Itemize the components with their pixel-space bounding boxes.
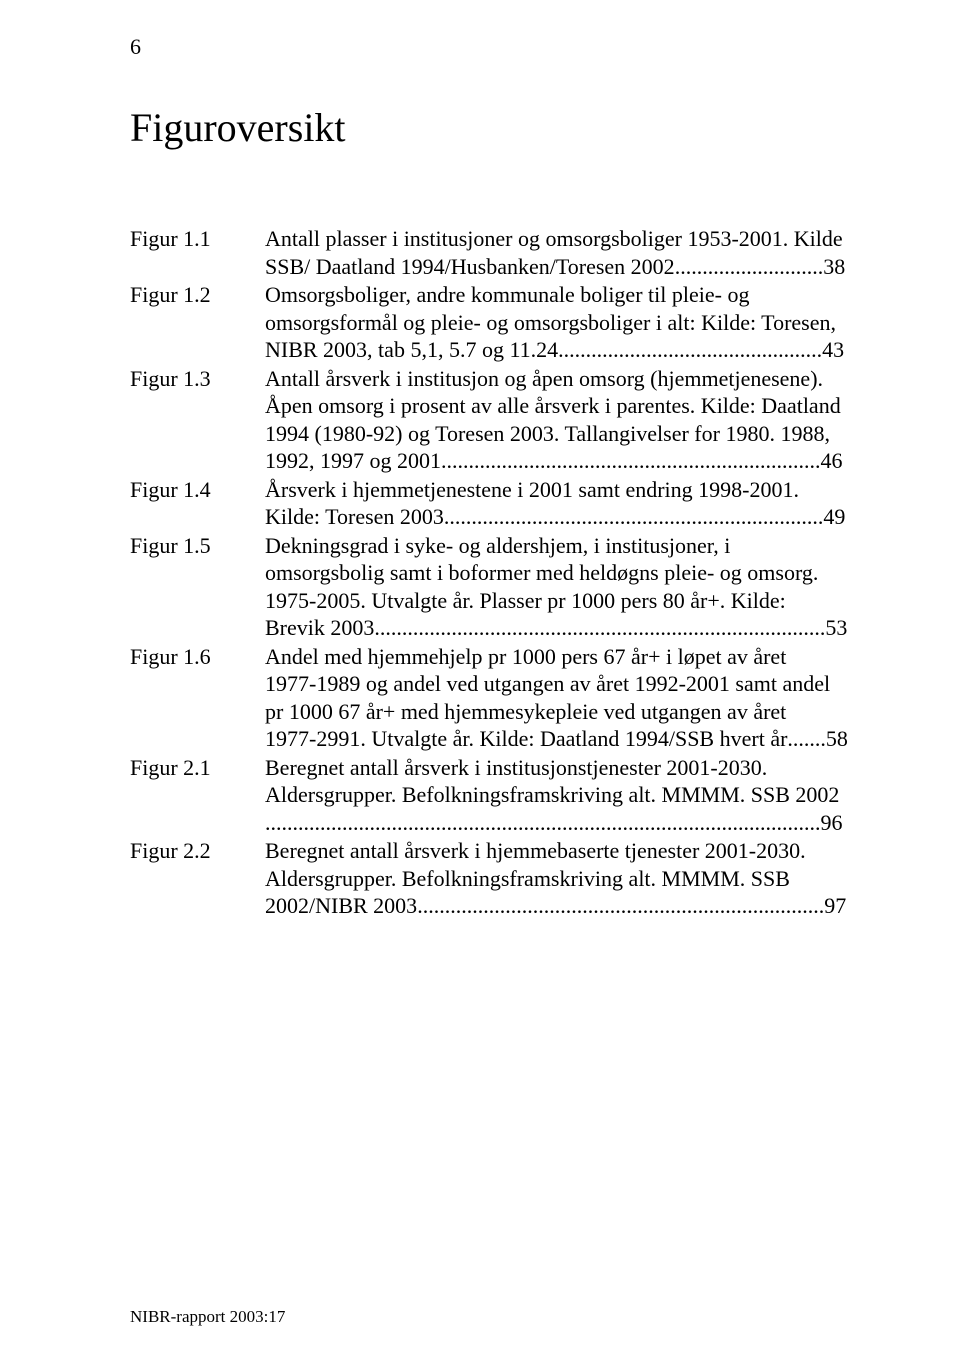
footer-text: NIBR-rapport 2003:17 [130, 1307, 285, 1327]
figure-label: Figur 2.1 [130, 754, 265, 782]
figure-label: Figur 1.3 [130, 365, 265, 393]
figure-body: Årsverk i hjemmetjenestene i 2001 samt e… [265, 476, 850, 531]
figure-label: Figur 1.5 [130, 532, 265, 560]
figure-desc-line: Antall årsverk i institusjon og åpen oms… [265, 366, 823, 391]
figure-desc-line: omsorgsformål og pleie- og omsorgsbolige… [265, 310, 836, 335]
figure-page: 96 [821, 810, 843, 835]
figure-body: Beregnet antall årsverk i institusjonstj… [265, 754, 850, 837]
figure-desc-last: SSB/ Daatland 1994/Husbanken/Toresen 200… [265, 254, 675, 279]
figure-label: Figur 2.2 [130, 837, 265, 865]
figure-page: 43 [822, 337, 844, 362]
figure-entry: Figur 1.4Årsverk i hjemmetjenestene i 20… [130, 476, 850, 531]
figure-entry: Figur 1.5Dekningsgrad i syke- og aldersh… [130, 532, 850, 642]
dot-leader: ........................... [675, 253, 824, 281]
figure-desc-last: 2002/NIBR 2003 [265, 893, 417, 918]
figure-desc-last: Brevik 2003 [265, 615, 374, 640]
figure-desc-line: 1975-2005. Utvalgte år. Plasser pr 1000 … [265, 588, 786, 613]
figure-entry: Figur 1.6Andel med hjemmehjelp pr 1000 p… [130, 643, 850, 753]
figure-list: Figur 1.1Antall plasser i institusjoner … [130, 225, 850, 920]
figure-body: Omsorgsboliger, andre kommunale boliger … [265, 281, 850, 364]
figure-entry: Figur 2.2Beregnet antall årsverk i hjemm… [130, 837, 850, 920]
figure-desc-line: omsorgsbolig samt i boformer med heldøgn… [265, 560, 818, 585]
figure-page: 58 [826, 726, 848, 751]
figure-entry: Figur 2.1Beregnet antall årsverk i insti… [130, 754, 850, 837]
dot-leader: ........................................… [558, 336, 822, 364]
figure-desc-line: Dekningsgrad i syke- og aldershjem, i in… [265, 533, 730, 558]
figure-page: 97 [824, 893, 846, 918]
figure-page: 46 [821, 448, 843, 473]
figure-page: 53 [825, 615, 847, 640]
figure-desc-last: Kilde: Toresen 2003 [265, 504, 444, 529]
figure-entry: Figur 1.2Omsorgsboliger, andre kommunale… [130, 281, 850, 364]
figure-desc-line: Andel med hjemmehjelp pr 1000 pers 67 år… [265, 644, 786, 669]
dot-leader: ........................................… [417, 892, 824, 920]
figure-desc-line: Åpen omsorg i prosent av alle årsverk i … [265, 393, 841, 418]
figure-label: Figur 1.6 [130, 643, 265, 671]
figure-desc-line: Beregnet antall årsverk i institusjonstj… [265, 755, 767, 780]
figure-desc-line: pr 1000 67 år+ med hjemmesykepleie ved u… [265, 699, 786, 724]
figure-page: 38 [823, 254, 845, 279]
figure-body: Beregnet antall årsverk i hjemmebaserte … [265, 837, 850, 920]
figure-body: Dekningsgrad i syke- og aldershjem, i in… [265, 532, 850, 642]
figure-desc-line: Aldersgrupper. Befolkningsframskriving a… [265, 866, 790, 891]
figure-desc-line: Beregnet antall årsverk i hjemmebaserte … [265, 838, 806, 863]
figure-label: Figur 1.4 [130, 476, 265, 504]
figure-desc-last: Aldersgrupper. Befolkningsframskriving a… [265, 782, 839, 807]
figure-desc-last: 1992, 1997 og 2001 [265, 448, 441, 473]
page-title: Figuroversikt [130, 104, 850, 151]
dot-leader: ........................................… [441, 447, 821, 475]
figure-page: 49 [823, 504, 845, 529]
figure-entry: Figur 1.1Antall plasser i institusjoner … [130, 225, 850, 280]
figure-body: Antall plasser i institusjoner og omsorg… [265, 225, 850, 280]
figure-desc-line: Årsverk i hjemmetjenestene i 2001 samt e… [265, 477, 799, 502]
figure-body: Andel med hjemmehjelp pr 1000 pers 67 år… [265, 643, 850, 753]
figure-entry: Figur 1.3Antall årsverk i institusjon og… [130, 365, 850, 475]
figure-body: Antall årsverk i institusjon og åpen oms… [265, 365, 850, 475]
figure-desc-last: 1977-2991. Utvalgte år. Kilde: Daatland … [265, 726, 787, 751]
dot-leader: ....... [787, 725, 826, 753]
figure-label: Figur 1.2 [130, 281, 265, 309]
dot-leader: ........................................… [265, 809, 821, 837]
dot-leader: ........................................… [374, 614, 825, 642]
figure-desc-line: 1977-1989 og andel ved utgangen av året … [265, 671, 830, 696]
dot-leader: ........................................… [444, 503, 824, 531]
page-number: 6 [130, 34, 141, 60]
document-page: 6 Figuroversikt Figur 1.1Antall plasser … [0, 0, 960, 1371]
figure-label: Figur 1.1 [130, 225, 265, 253]
figure-desc-last: NIBR 2003, tab 5,1, 5.7 og 11.24 [265, 337, 558, 362]
figure-desc-line: 1994 (1980-92) og Toresen 2003. Tallangi… [265, 421, 830, 446]
figure-desc-line: Omsorgsboliger, andre kommunale boliger … [265, 282, 749, 307]
figure-desc-line: Antall plasser i institusjoner og omsorg… [265, 226, 843, 251]
